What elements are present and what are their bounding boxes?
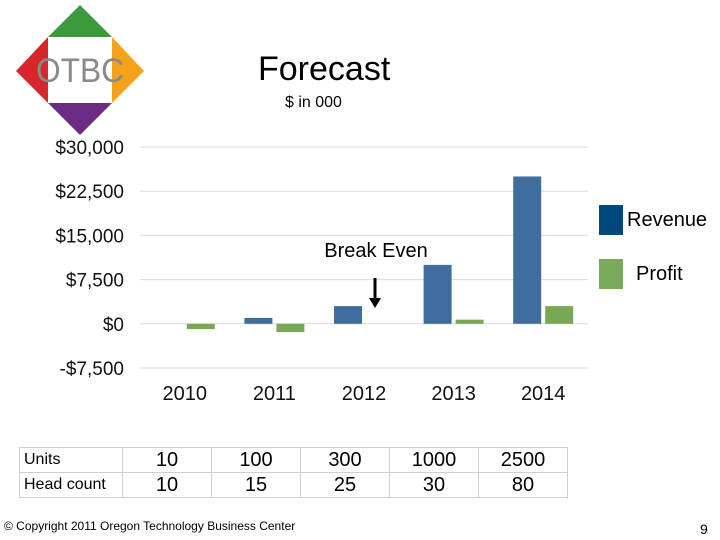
bar-revenue xyxy=(423,264,452,324)
bar-profit xyxy=(276,323,305,333)
otbc-logo: OTBC xyxy=(14,3,146,135)
bar-profit xyxy=(455,319,484,324)
table-cell: 15 xyxy=(211,472,301,498)
forecast-bar-chart: $30,000 $22,500 $15,000 $7,500 $0 -$7,500 2010… xyxy=(55,138,588,405)
x-tick-label: 2012 xyxy=(342,383,387,405)
y-tick-label: -$7,500 xyxy=(60,359,124,380)
table-cell: 2500 xyxy=(478,447,568,473)
bar-revenue xyxy=(334,306,362,324)
table-cell: 30 xyxy=(389,472,479,498)
bar-profit xyxy=(545,306,574,324)
y-tick-label: $15,000 xyxy=(55,226,124,247)
table-cell: 1000 xyxy=(389,447,479,473)
x-tick-label: 2011 xyxy=(253,383,296,405)
bar-revenue xyxy=(244,317,273,324)
page-title: Forecast xyxy=(258,50,391,88)
break-even-label: Break Even xyxy=(324,240,427,262)
row-label-units: Units xyxy=(19,447,123,473)
logo-right-triangle xyxy=(112,37,144,103)
legend-revenue-swatch xyxy=(599,205,623,235)
logo-bottom-triangle xyxy=(48,103,112,135)
table-row: Head count 10 15 25 30 80 xyxy=(19,472,568,498)
y-tick-label: $7,500 xyxy=(66,271,124,292)
logo-left-triangle xyxy=(16,37,48,103)
x-tick-label: 2013 xyxy=(431,383,476,405)
chart-subtitle: $ in 000 xyxy=(285,94,342,111)
logo-top-triangle xyxy=(48,5,112,37)
bar-revenue xyxy=(513,176,542,324)
table-cell: 300 xyxy=(300,447,390,473)
table-cell: 10 xyxy=(122,472,212,498)
bar-profit xyxy=(186,323,215,330)
units-headcount-table: Units 10 100 300 1000 2500 Head count 10… xyxy=(19,447,568,498)
table-row: Units 10 100 300 1000 2500 xyxy=(19,447,568,473)
x-tick-label: 2014 xyxy=(521,383,566,405)
logo-text: OTBC xyxy=(36,52,124,90)
page-number: 9 xyxy=(700,521,708,537)
x-tick-label: 2010 xyxy=(163,383,208,405)
copyright-notice: © Copyright 2011 Oregon Technology Busin… xyxy=(4,519,296,533)
legend-profit-label: Profit xyxy=(636,263,683,285)
break-even-arrow-head xyxy=(369,298,381,308)
y-tick-label: $22,500 xyxy=(55,182,124,203)
row-label-head-count: Head count xyxy=(19,472,123,498)
y-tick-label: $30,000 xyxy=(55,138,124,159)
table-cell: 10 xyxy=(122,447,212,473)
y-tick-label: $0 xyxy=(103,315,124,336)
table-cell: 100 xyxy=(211,447,301,473)
legend-profit-swatch xyxy=(599,259,623,289)
table-cell: 25 xyxy=(300,472,390,498)
legend-revenue-label: Revenue xyxy=(627,209,708,231)
table-cell: 80 xyxy=(478,472,568,498)
